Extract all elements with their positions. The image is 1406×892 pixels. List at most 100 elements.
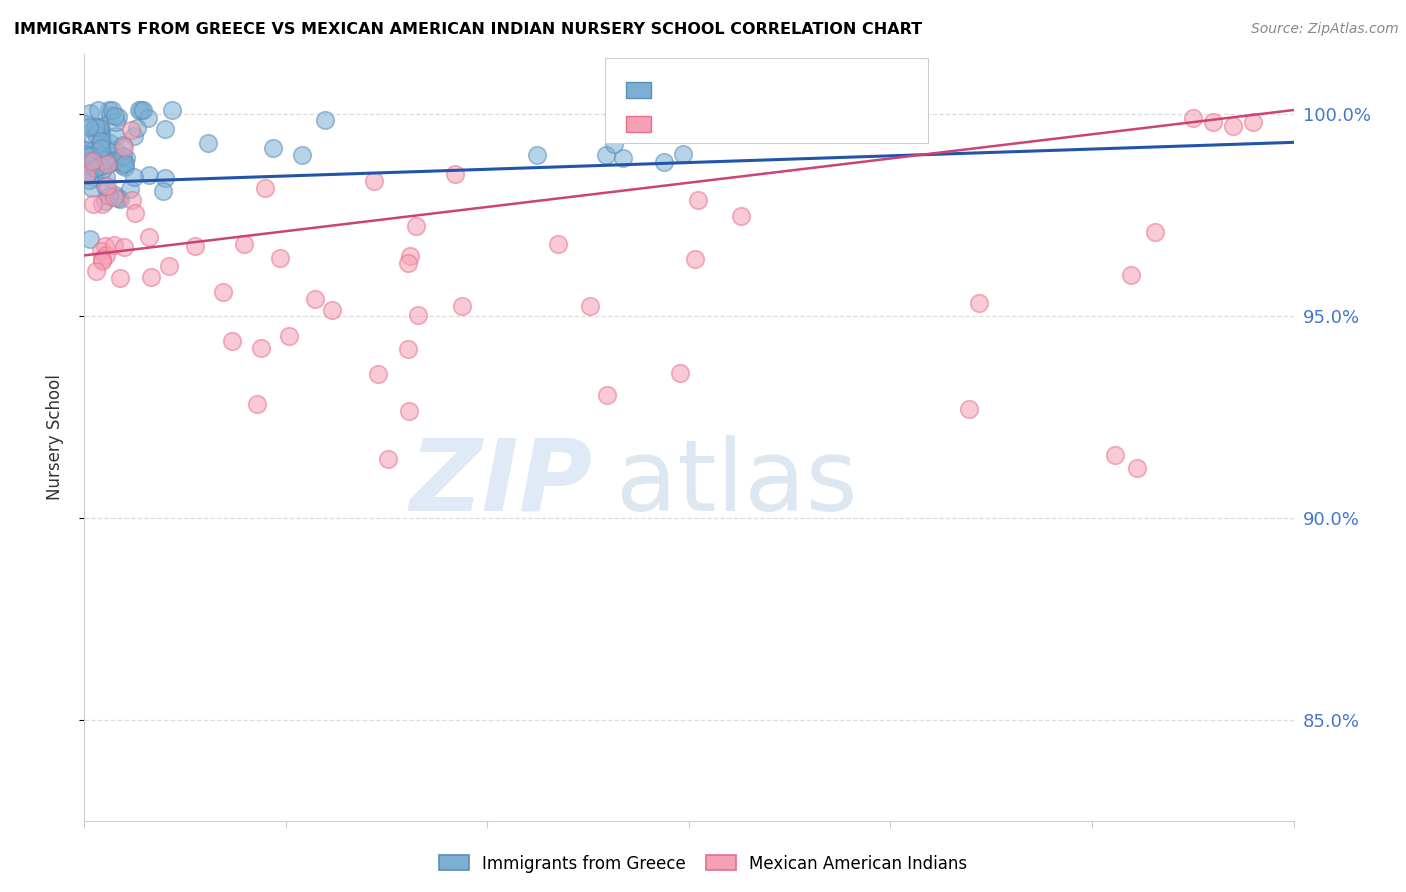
Point [112,137,135,152]
Point [79,232,101,246]
Point [107,110,129,124]
Point [398,404,420,418]
Text: N = 87: N = 87 [801,76,866,94]
Point [122,169,145,184]
Point [104,114,127,128]
Point [114,161,136,175]
Point [114,151,136,165]
Point [367,367,389,381]
Point [675,125,697,139]
Point [444,167,467,181]
Point [96,169,118,184]
Point [83,120,105,135]
Point [363,174,385,188]
Point [90,125,112,139]
Point [121,193,143,207]
Point [304,293,326,307]
Point [686,193,709,207]
Point [80,181,103,195]
Point [451,299,474,313]
Point [136,111,159,125]
Point [84,120,107,135]
Point [127,121,149,136]
Point [79,106,101,120]
Point [103,190,125,204]
Point [75,168,97,182]
Legend: Immigrants from Greece, Mexican American Indians: Immigrants from Greece, Mexican American… [432,848,974,880]
Point [278,328,301,343]
Point [138,168,160,182]
Point [83,169,105,184]
Text: R = 0.268: R = 0.268 [662,110,758,128]
Point [128,103,150,117]
Point [75,144,97,158]
Point [77,149,100,163]
Point [104,109,127,123]
Point [183,239,205,253]
Point [89,121,111,136]
Point [595,388,617,402]
Point [957,401,980,416]
Point [603,137,626,152]
Point [90,141,112,155]
Text: IMMIGRANTS FROM GREECE VS MEXICAN AMERICAN INDIAN NURSERY SCHOOL CORRELATION CHA: IMMIGRANTS FROM GREECE VS MEXICAN AMERIC… [14,22,922,37]
Point [612,151,634,165]
Point [79,120,101,135]
Point [105,129,128,144]
Point [90,159,112,173]
Point [107,191,129,205]
Point [83,153,105,168]
Point [90,244,112,259]
Point [98,103,121,117]
Point [111,158,134,172]
Point [967,295,990,310]
Point [96,179,118,194]
Point [98,147,121,161]
Point [1181,111,1204,125]
Point [100,154,122,169]
Point [578,299,600,313]
Point [90,134,112,148]
Point [76,155,98,169]
Point [221,334,243,348]
Point [76,165,98,179]
Point [396,256,419,270]
Point [90,197,112,211]
Point [101,103,124,117]
Point [82,133,104,147]
Point [652,155,675,169]
Point [90,254,112,268]
Point [246,397,269,411]
Point [84,128,107,142]
Point [377,451,399,466]
Point [96,141,118,155]
Point [672,147,695,161]
Point [526,148,548,162]
Point [93,178,115,193]
Point [291,148,314,162]
Point [1119,268,1142,283]
Point [547,237,569,252]
Point [120,123,142,137]
Point [153,122,176,136]
Point [669,367,692,381]
Point [250,342,273,356]
Point [138,230,160,244]
Point [152,184,174,198]
Point [98,108,121,122]
Point [75,146,97,161]
Point [77,157,100,171]
Point [1222,119,1244,133]
Point [91,161,114,176]
Point [108,271,131,285]
Point [84,264,107,278]
Point [93,194,115,208]
Point [75,145,97,159]
Point [685,252,707,267]
Point [254,180,277,194]
Point [77,173,100,187]
Y-axis label: Nursery School: Nursery School [45,374,63,500]
Point [108,192,131,206]
Point [262,141,284,155]
Point [1104,448,1126,462]
